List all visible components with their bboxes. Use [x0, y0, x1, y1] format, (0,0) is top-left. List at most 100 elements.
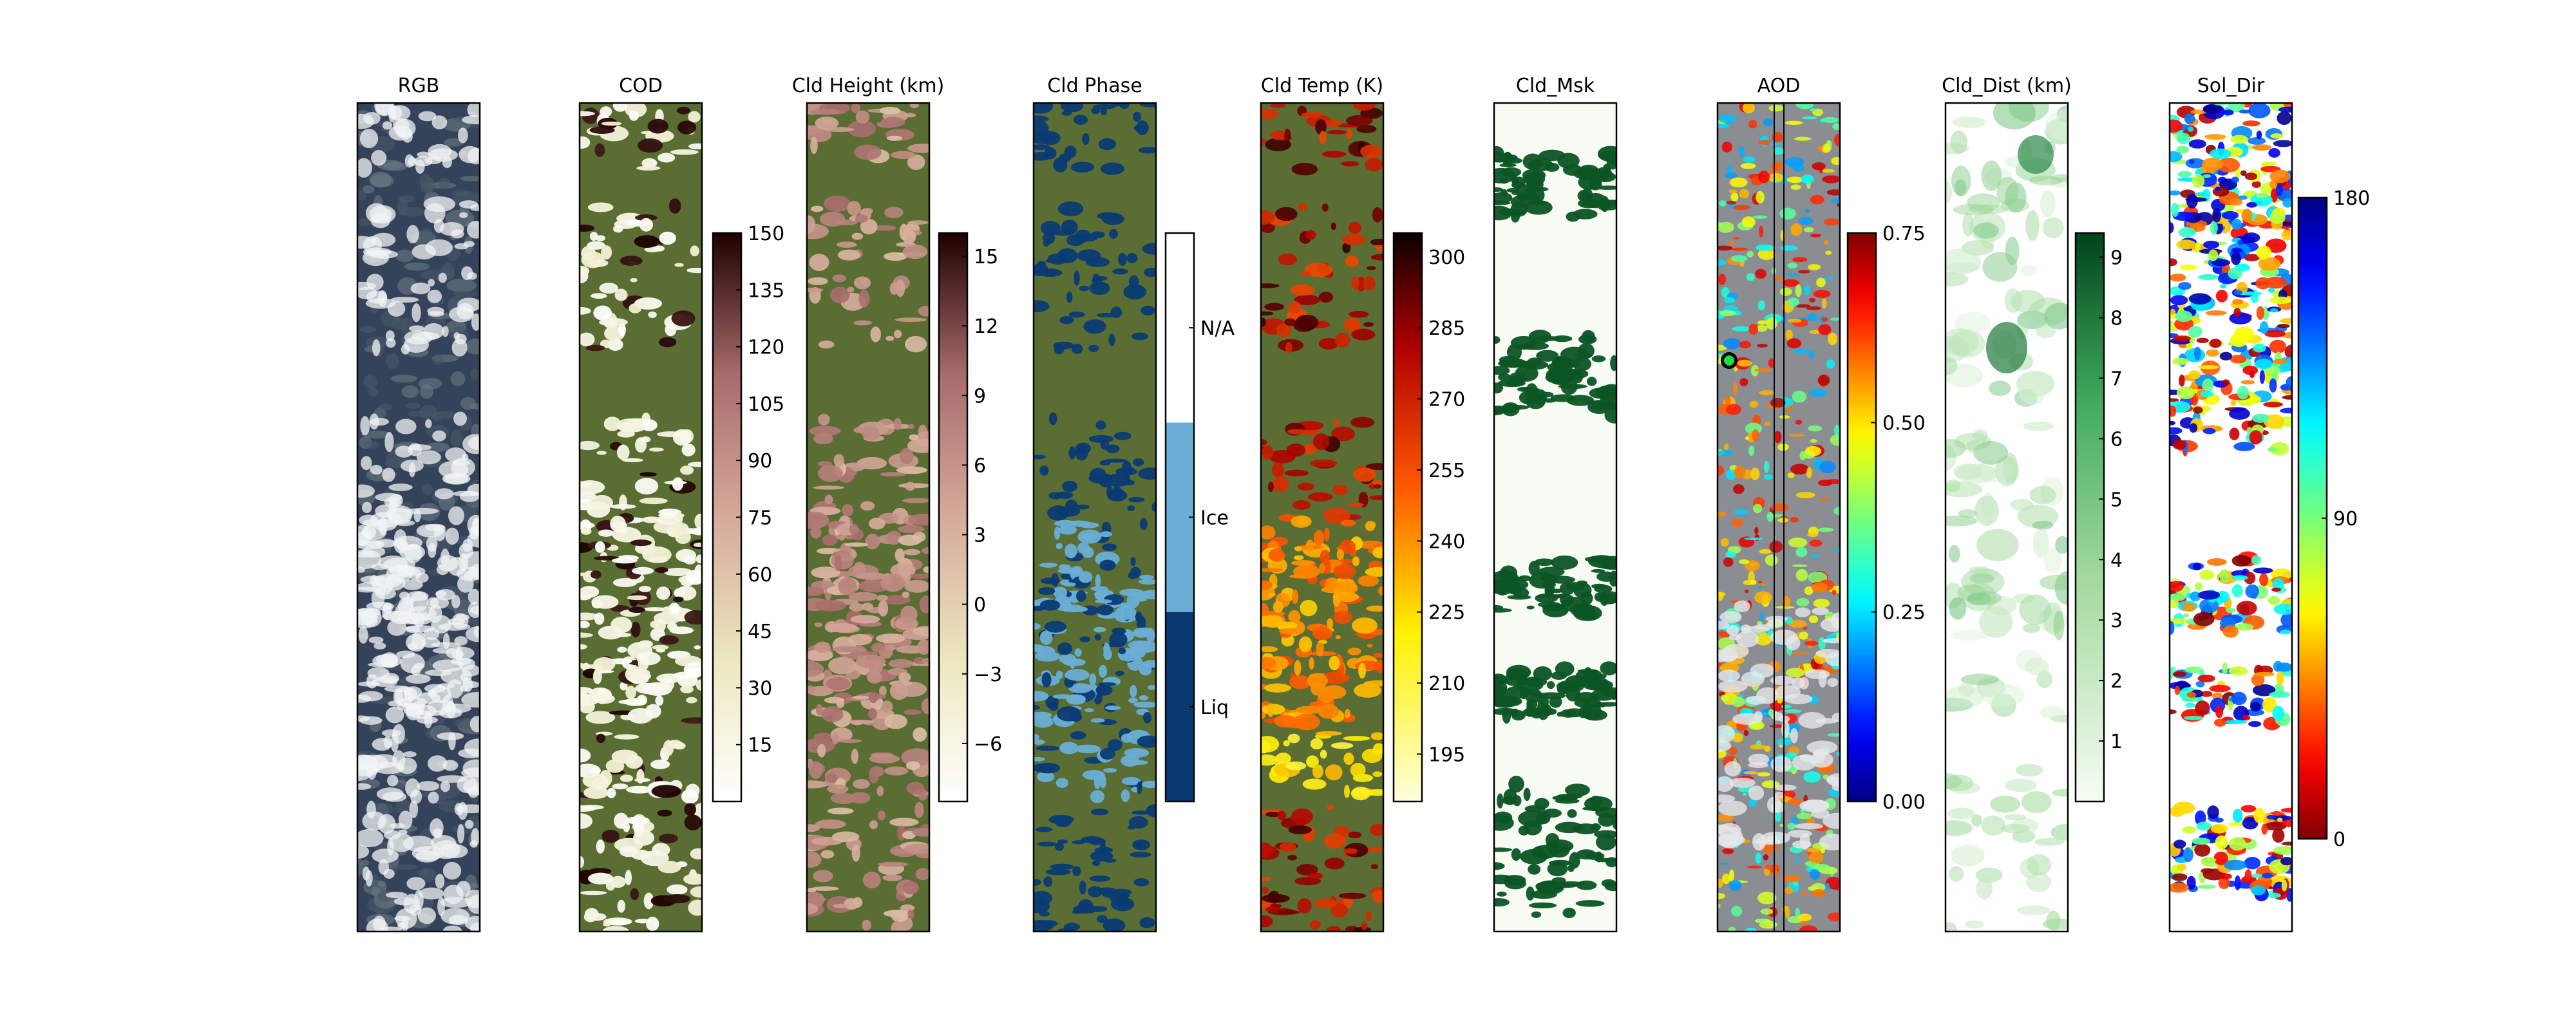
panel-sol-dir: Sol_Dir	[2168, 75, 2293, 933]
colorbar-category-label: Liq	[1200, 697, 1229, 719]
panel-frame	[1716, 102, 1841, 933]
colorbar-frame	[2074, 232, 2105, 803]
colorbar-tick-label: −6	[974, 733, 1002, 756]
colorbar-tick-label: 180	[2333, 187, 2370, 210]
colorbar-tick-label: 90	[2333, 508, 2358, 530]
colorbar-category-label: Ice	[1200, 507, 1229, 530]
heatmap-image	[1718, 103, 1840, 932]
colorbar-tick-label: 285	[1428, 317, 1465, 340]
panel-title: Cld Height (km)	[792, 75, 945, 97]
colorbar-frame	[1846, 232, 1877, 803]
panel-cld-dist-km: Cld_Dist (km)	[1942, 75, 2072, 933]
colorbar-tick-label: 6	[974, 454, 986, 477]
colorbar-cld-dist-km: 1 2 3 4 5 6 7 8 9	[2074, 232, 2123, 803]
heatmap-image	[2170, 103, 2292, 932]
colorbar-tick-label: 135	[748, 279, 784, 302]
heatmap-image	[1946, 103, 2068, 932]
colorbar-tick-label: 75	[748, 507, 772, 530]
colorbar-tick-label: 5	[2110, 489, 2123, 511]
heatmap-image	[1494, 103, 1616, 932]
panel-frame	[578, 102, 703, 933]
colorbar-tick-label: 3	[2110, 610, 2123, 632]
colorbar-tick-label: 90	[748, 450, 772, 473]
colorbar-tick-label: 105	[748, 393, 784, 416]
colorbar-frame	[712, 232, 743, 803]
colorbar-tick-label: 120	[748, 337, 784, 359]
colorbar-tick-label: 0.75	[1882, 223, 1926, 245]
panel-aod: AOD	[1716, 75, 1841, 933]
panel-frame	[806, 102, 931, 933]
heatmap-image	[1034, 103, 1156, 932]
colorbar-category-label: N/A	[1200, 317, 1235, 340]
colorbar-tick-label: 30	[748, 677, 772, 700]
colorbar-tick-label: 270	[1428, 389, 1465, 411]
colorbar-frame	[1164, 232, 1195, 803]
colorbar-tick-label: 0.25	[1882, 602, 1926, 624]
panel-title: COD	[619, 75, 663, 97]
colorbar-tick-label: 2	[2110, 670, 2123, 693]
colorbar-gradient	[1848, 233, 1876, 801]
panel-title: Sol_Dir	[2197, 75, 2265, 97]
panel-frame	[2168, 102, 2293, 933]
panel-title: Cld Phase	[1047, 75, 1142, 97]
colorbar-sol-dir: 0 90 180	[2297, 187, 2370, 851]
heatmap-image	[580, 103, 702, 932]
colorbar-tick-label: 12	[974, 315, 998, 338]
panel-cld-phase: Cld Phase	[1032, 75, 1157, 933]
colorbar-tick-label: 225	[1428, 602, 1465, 624]
colorbar-tick-label: 60	[748, 564, 772, 586]
panel-title: Cld Temp (K)	[1261, 75, 1383, 97]
colorbar-tick-label: 15	[974, 246, 998, 268]
panel-cod: COD	[578, 75, 703, 933]
colorbar-tick-label: 8	[2110, 308, 2123, 330]
heatmap-image	[1261, 103, 1383, 932]
colorbar-tick-label: 0.00	[1882, 791, 1926, 814]
panel-title: Cld_Dist (km)	[1942, 75, 2072, 97]
colorbar-tick-label: 4	[2110, 549, 2123, 572]
colorbar-gradient	[2076, 233, 2104, 801]
colorbar-tick-label: 255	[1428, 460, 1465, 482]
panel-title: RGB	[398, 75, 440, 97]
panel-title: AOD	[1757, 75, 1801, 97]
colorbar-tick-label: 210	[1428, 673, 1465, 695]
panel-frame	[1032, 102, 1157, 933]
colorbar-tick-label: 1	[2110, 731, 2123, 753]
panel-title: Cld_Msk	[1516, 75, 1595, 97]
colorbar-gradient	[1394, 233, 1422, 801]
colorbar-aod: 0.00 0.25 0.50 0.75	[1846, 223, 1926, 814]
colorbar-tick-label: 195	[1428, 744, 1465, 766]
colorbar-frame	[1392, 232, 1423, 803]
panel-cld-height-km: Cld Height (km)	[792, 75, 945, 933]
panel-rgb: RGB	[356, 75, 481, 933]
colorbar-tick-label: 9	[2110, 247, 2123, 270]
colorbar-tick-label: 240	[1428, 530, 1465, 553]
colorbar-tick-label: 0	[2333, 829, 2345, 851]
panel-frame	[1493, 102, 1618, 933]
panel-cld-msk: Cld_Msk	[1493, 75, 1618, 933]
panel-frame	[356, 102, 481, 933]
colorbar-tick-label: 3	[974, 525, 986, 547]
colorbar-tick-label: 0	[974, 594, 986, 617]
panel-cld-temp-k: Cld Temp (K)	[1260, 75, 1385, 933]
colorbar-tick-label: 300	[1428, 247, 1465, 269]
heatmap-image	[357, 103, 480, 932]
panel-frame	[1260, 102, 1385, 933]
colorbar-tick-label: 7	[2110, 368, 2123, 390]
colorbar-tick-label: 150	[748, 223, 784, 245]
colorbar-cld-phase: Liq Ice N/A	[1164, 232, 1235, 803]
colorbar-gradient	[939, 233, 967, 801]
heatmap-image	[807, 103, 929, 932]
colorbar-cld-temp-k: 195 210 225 240 255 270 285 300	[1392, 232, 1465, 803]
colorbar-tick-label: 9	[974, 385, 986, 407]
colorbar-frame	[2297, 196, 2328, 840]
colorbar-tick-label: 45	[748, 621, 772, 643]
colorbar-cod: 15 30 45 60 75 90 105 120 135 150	[712, 223, 784, 803]
colorbar-tick-label: 15	[748, 735, 772, 757]
colorbar-cld-height-km: −6 −3 0 3 6 9 12 15	[938, 232, 1002, 803]
colorbar-tick-label: 6	[2110, 428, 2123, 451]
colorbar-frame	[938, 232, 969, 803]
colorbar-tick-label: 0.50	[1882, 412, 1926, 435]
panel-frame	[1944, 102, 2069, 933]
colorbar-tick-label: −3	[974, 664, 1002, 686]
